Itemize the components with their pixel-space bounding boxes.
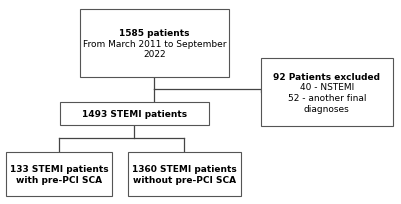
Text: 2022: 2022 [143, 50, 166, 59]
FancyBboxPatch shape [128, 152, 241, 196]
Text: 1493 STEMI patients: 1493 STEMI patients [82, 109, 187, 118]
Text: diagnoses: diagnoses [304, 104, 350, 113]
FancyBboxPatch shape [80, 10, 229, 78]
Text: without pre-PCI SCA: without pre-PCI SCA [133, 175, 236, 184]
FancyBboxPatch shape [261, 59, 393, 126]
Text: 92 Patients excluded: 92 Patients excluded [273, 72, 380, 81]
Text: From March 2011 to September: From March 2011 to September [83, 39, 226, 48]
Text: 40 - NSTEMI: 40 - NSTEMI [300, 83, 354, 92]
Text: 1585 patients: 1585 patients [119, 29, 190, 38]
Text: 52 - another final: 52 - another final [288, 94, 366, 103]
FancyBboxPatch shape [60, 102, 209, 125]
FancyBboxPatch shape [6, 152, 112, 196]
Text: 133 STEMI patients: 133 STEMI patients [10, 164, 108, 173]
Text: with pre-PCI SCA: with pre-PCI SCA [16, 175, 102, 184]
Text: 1360 STEMI patients: 1360 STEMI patients [132, 164, 237, 173]
